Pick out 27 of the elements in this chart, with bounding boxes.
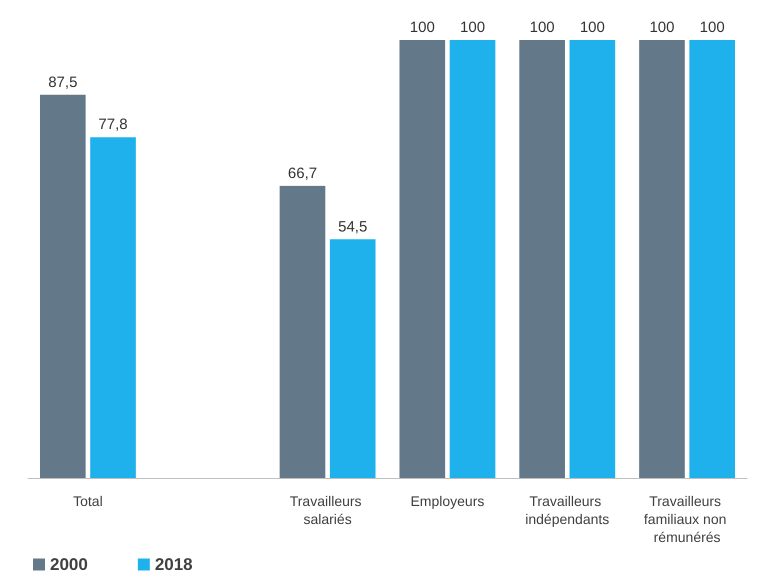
bar: [280, 186, 326, 478]
bar: [639, 40, 685, 478]
x-tick-label: Employeurs: [410, 493, 484, 509]
data-label: 100: [580, 19, 605, 36]
data-label: 100: [530, 19, 555, 36]
data-label: 100: [460, 19, 486, 36]
bar: [90, 137, 136, 478]
data-label: 87,5: [48, 74, 78, 91]
data-label: 54,5: [338, 218, 368, 236]
data-label: 100: [700, 19, 725, 36]
data-label: 100: [410, 19, 435, 36]
x-tick-label: Travailleurs salariés: [290, 493, 366, 527]
data-label: 77,8: [98, 116, 128, 134]
bar: [330, 239, 376, 478]
x-tick-label: Travailleurs indépendants: [525, 493, 610, 527]
legend-label: 2000: [50, 555, 88, 574]
bar: [570, 40, 616, 478]
x-tick-label: Total: [73, 493, 103, 509]
bar: [40, 94, 86, 478]
x-tick-label: Travailleurs familiaux non rémunérés: [644, 493, 730, 545]
bar: [519, 40, 565, 478]
data-label: 66,7: [288, 164, 318, 182]
legend-label: 2018: [154, 555, 193, 574]
data-label: 100: [649, 19, 674, 36]
bar: [689, 40, 736, 478]
bar: [399, 40, 446, 478]
bar: [450, 40, 496, 478]
